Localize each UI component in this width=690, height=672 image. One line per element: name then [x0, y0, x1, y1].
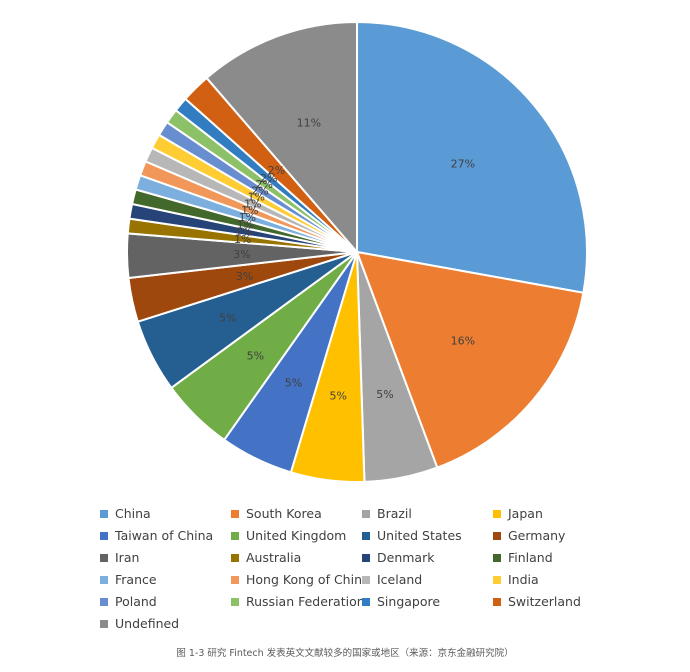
legend-swatch [231, 575, 239, 584]
pie-slice-label: 1% [241, 204, 258, 217]
legend-swatch [493, 509, 501, 518]
legend-swatch [493, 531, 501, 540]
legend-swatch [362, 597, 370, 606]
legend-item: China [100, 505, 231, 522]
legend-swatch [100, 597, 108, 606]
pie-slice-label: 16% [451, 335, 475, 348]
legend-swatch [100, 575, 108, 584]
legend-label: Iran [115, 550, 140, 565]
legend-label: United Kingdom [246, 528, 347, 543]
legend-label: Taiwan of China [115, 528, 214, 543]
pie-slice-label: 5% [219, 312, 236, 325]
legend-label: Singapore [377, 594, 441, 609]
pie-slice-label: 2% [251, 184, 268, 197]
legend-item: France [100, 571, 231, 588]
legend-swatch [493, 575, 501, 584]
legend-swatch [362, 553, 370, 562]
legend-swatch [231, 531, 239, 540]
pie-slice-label: 5% [330, 390, 347, 403]
legend-item: Hong Kong of China [231, 571, 370, 588]
legend: China South Korea Brazil Japan Taiwan of Chi… [100, 505, 660, 632]
legend-item: Singapore [362, 593, 493, 610]
pie-slice-label: 1% [247, 191, 264, 204]
legend-label: Poland [115, 594, 157, 609]
legend-item: United Kingdom [231, 527, 362, 544]
pie-slice-label: 1% [234, 233, 251, 246]
legend-label: Hong Kong of China [246, 572, 370, 587]
legend-swatch [362, 509, 370, 518]
legend-item: Switzerland [493, 593, 624, 610]
legend-label: Switzerland [508, 594, 581, 609]
legend-label: South Korea [246, 506, 322, 521]
pie-slice-label: 2% [268, 164, 285, 177]
legend-item: Undefined [100, 615, 231, 632]
legend-item: Denmark [362, 549, 493, 566]
legend-swatch [100, 531, 108, 540]
legend-swatch [100, 509, 108, 518]
pie-slice-label: 3% [233, 248, 250, 261]
legend-label: Undefined [115, 616, 180, 631]
legend-swatch [100, 553, 108, 562]
legend-swatch [493, 597, 501, 606]
figure-caption: 图 1-3 研究 Fintech 发表英文文献较多的国家或地区（来源：京东金融研… [176, 648, 514, 659]
legend-label: Finland [508, 550, 553, 565]
legend-item: Germany [493, 527, 624, 544]
pie-chart: 27%16%5%5%5%5%5%3%3%1%1%1%1%1%1%1%2%2%2%… [126, 20, 588, 483]
pie-slice-label: 5% [376, 388, 393, 401]
legend-swatch [231, 509, 239, 518]
legend-item: Japan [493, 505, 624, 522]
legend-item: Iceland [362, 571, 493, 588]
legend-swatch [362, 531, 370, 540]
legend-label: France [115, 572, 157, 587]
legend-swatch [362, 575, 370, 584]
legend-label: Iceland [377, 572, 423, 587]
legend-item: South Korea [231, 505, 362, 522]
legend-label: Denmark [377, 550, 435, 565]
pie-labels: 27%16%5%5%5%5%5%3%3%1%1%1%1%1%1%1%2%2%2%… [219, 117, 475, 403]
pie-slice-label: 27% [451, 157, 475, 170]
legend-label: Japan [508, 506, 543, 521]
legend-label: United States [377, 528, 462, 543]
pie-slice-label: 1% [237, 218, 254, 231]
legend-item: Brazil [362, 505, 493, 522]
legend-item: India [493, 571, 624, 588]
legend-swatch [231, 597, 239, 606]
legend-item: Poland [100, 593, 231, 610]
legend-item: Iran [100, 549, 231, 566]
legend-item: United States [362, 527, 493, 544]
pie-slice-label: 1% [239, 211, 256, 224]
pie-slice-label: 11% [297, 117, 321, 130]
pie-slice-label: 2% [255, 178, 272, 191]
legend-swatch [231, 553, 239, 562]
legend-item: Finland [493, 549, 624, 566]
pie-slice-label: 5% [285, 376, 302, 389]
pie-slice-label: 1% [235, 226, 252, 239]
legend-label: Australia [246, 550, 302, 565]
legend-label: India [508, 572, 539, 587]
pie-slices [126, 20, 588, 483]
legend-label: China [115, 506, 151, 521]
pie-slice-china [356, 20, 588, 294]
legend-item: Australia [231, 549, 362, 566]
legend-item: Russian Federation [231, 593, 365, 610]
legend-swatch [493, 553, 501, 562]
pie-slice-label: 1% [244, 197, 261, 210]
pie-slice-label: 3% [236, 270, 253, 283]
pie-slice-label: 2% [260, 172, 277, 185]
legend-swatch [100, 619, 108, 628]
pie-slice-label: 5% [247, 349, 264, 362]
pie-slice-south-korea [355, 250, 585, 469]
legend-label: Brazil [377, 506, 412, 521]
legend-item: Taiwan of China [100, 527, 231, 544]
legend-label: Germany [508, 528, 566, 543]
pie-slice-undefined [205, 20, 358, 255]
legend-label: Russian Federation [246, 594, 365, 609]
